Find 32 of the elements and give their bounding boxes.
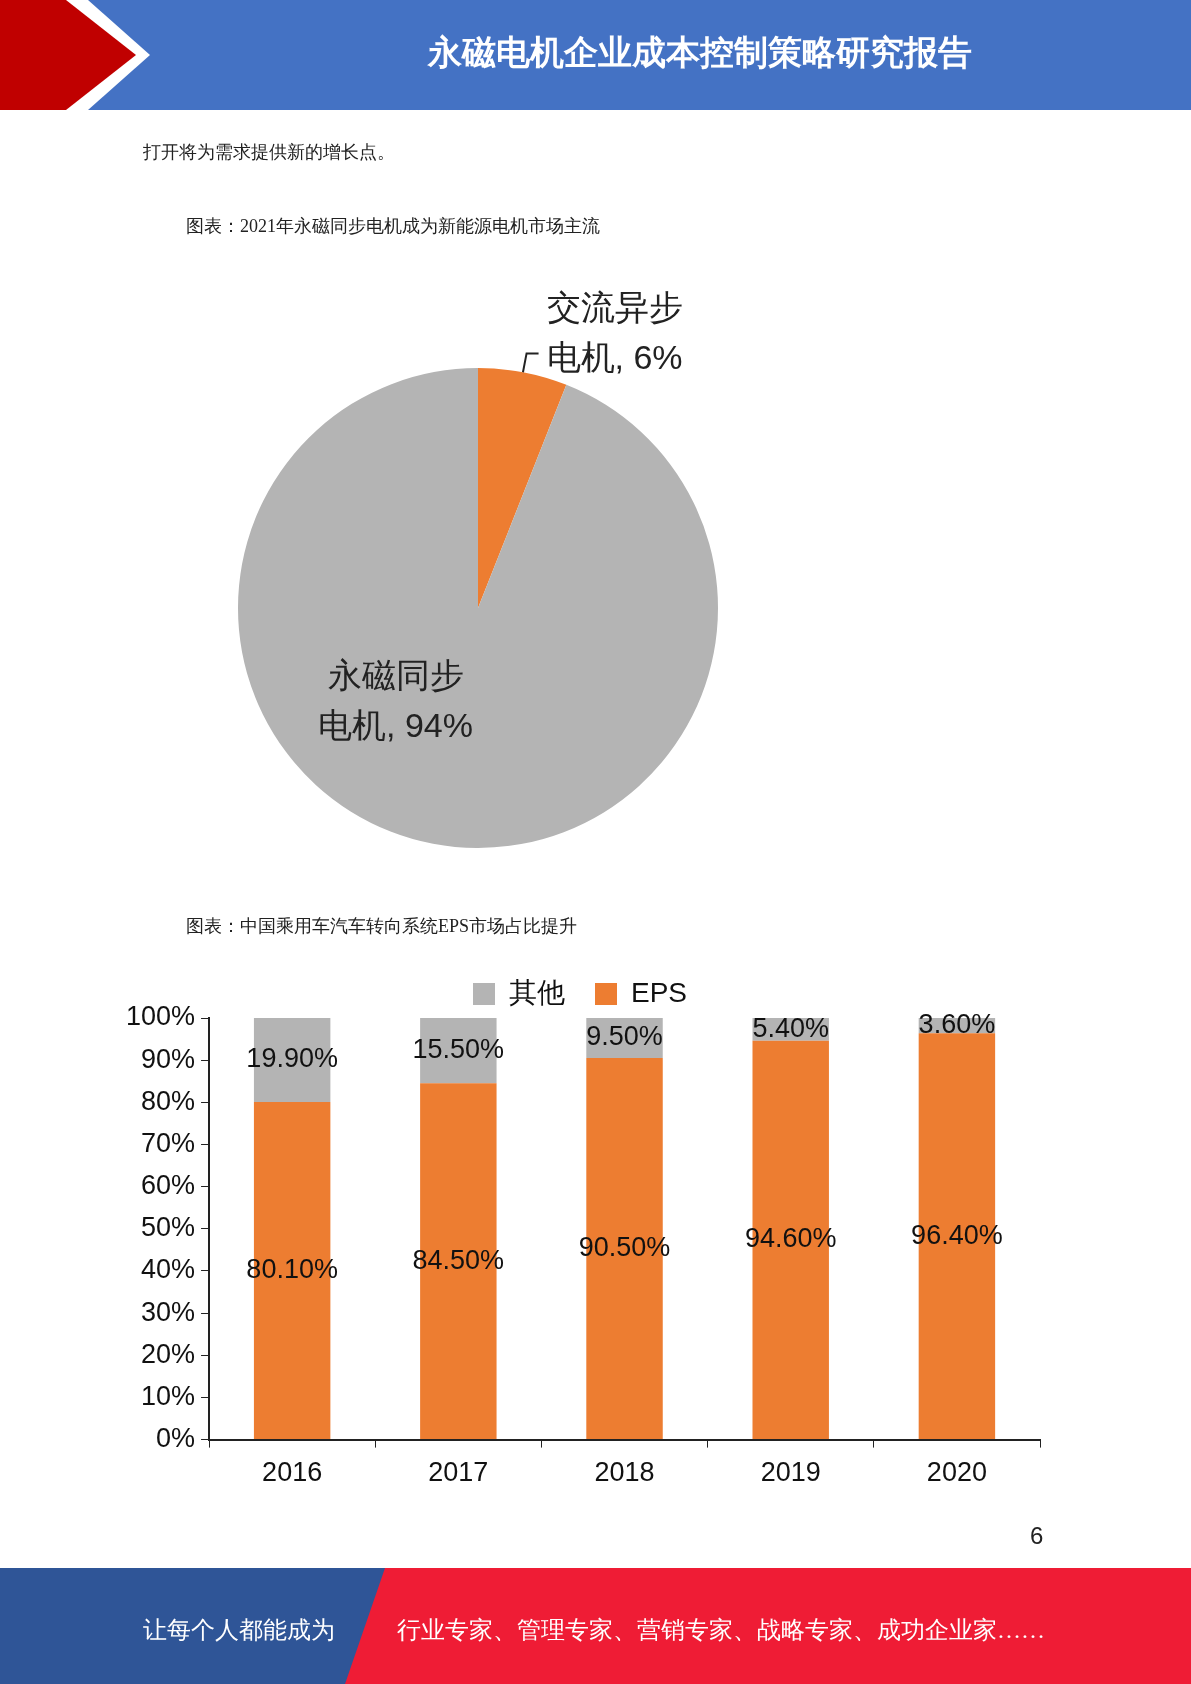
y-tick-label: 80% (141, 1085, 196, 1116)
data-label: 3.60% (918, 1009, 996, 1040)
data-label: 5.40% (752, 1012, 829, 1043)
data-label: 19.90% (246, 1043, 338, 1074)
x-tick-label: 2019 (760, 1457, 821, 1488)
y-tick-label: 90% (141, 1043, 196, 1074)
legend-label: 其他 (508, 976, 565, 1008)
y-tick-label: 0% (156, 1423, 196, 1454)
y-tick-label: 60% (141, 1170, 196, 1201)
text: 让每个人都能成为 (143, 1616, 335, 1645)
y-tick-label: 70% (141, 1127, 196, 1158)
y-tick-label: 20% (141, 1338, 196, 1369)
chart-title: 图表：2021年永磁同步电机成为新能源电机市场主流 (186, 215, 600, 238)
slice-label: 永磁同步电机, 94% (318, 655, 473, 744)
legend-label: EPS (630, 976, 688, 1008)
data-label: 9.50% (586, 1021, 663, 1052)
x-tick-label: 2017 (428, 1457, 489, 1488)
slice-label: 交流异步电机, 6% (546, 287, 683, 376)
x-tick-label: 2018 (594, 1457, 655, 1488)
y-tick-label: 10% (141, 1380, 196, 1411)
y-tick-label: 30% (141, 1296, 196, 1327)
data-label: 15.50% (412, 1034, 505, 1065)
text: 打开将为需求提供新的增长点。 (143, 141, 395, 164)
chart-title: 图表：中国乘用车汽车转向系统EPS市场占比提升 (186, 915, 578, 938)
text: 行业专家、管理专家、营销专家、战略专家、成功企业家…… (397, 1616, 1045, 1645)
x-tick-label: 2020 (926, 1457, 987, 1488)
y-tick-label: 40% (141, 1254, 196, 1285)
text: 永磁电机企业成本控制策略研究报告 (426, 32, 973, 73)
y-tick-label: 100% (125, 1001, 196, 1032)
y-tick-label: 50% (141, 1212, 196, 1243)
text: 6 (1030, 1522, 1044, 1550)
x-tick-label: 2016 (262, 1457, 323, 1488)
